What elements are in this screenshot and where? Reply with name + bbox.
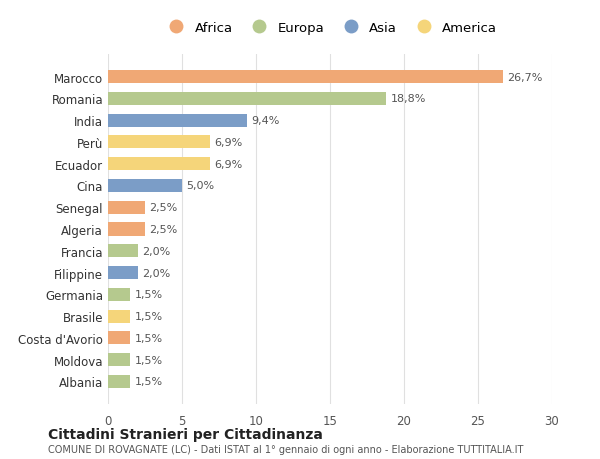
- Text: 6,9%: 6,9%: [215, 159, 243, 169]
- Bar: [108, 201, 145, 214]
- Text: COMUNE DI ROVAGNATE (LC) - Dati ISTAT al 1° gennaio di ogni anno - Elaborazione : COMUNE DI ROVAGNATE (LC) - Dati ISTAT al…: [48, 444, 523, 454]
- Text: 2,0%: 2,0%: [142, 268, 170, 278]
- Bar: [108, 158, 210, 171]
- Text: 18,8%: 18,8%: [391, 94, 426, 104]
- Text: 6,9%: 6,9%: [215, 138, 243, 148]
- Bar: [108, 375, 130, 388]
- Bar: [108, 114, 247, 128]
- Bar: [108, 331, 130, 345]
- Text: 5,0%: 5,0%: [187, 181, 215, 191]
- Text: 2,0%: 2,0%: [142, 246, 170, 256]
- Bar: [108, 223, 145, 236]
- Text: Cittadini Stranieri per Cittadinanza: Cittadini Stranieri per Cittadinanza: [48, 427, 323, 441]
- Text: 2,5%: 2,5%: [149, 203, 178, 213]
- Bar: [108, 288, 130, 301]
- Bar: [108, 179, 182, 193]
- Text: 2,5%: 2,5%: [149, 224, 178, 235]
- Bar: [108, 353, 130, 366]
- Text: 1,5%: 1,5%: [134, 376, 163, 386]
- Text: 26,7%: 26,7%: [508, 73, 543, 83]
- Bar: [108, 93, 386, 106]
- Bar: [108, 71, 503, 84]
- Bar: [108, 266, 137, 280]
- Legend: Africa, Europa, Asia, America: Africa, Europa, Asia, America: [158, 17, 502, 40]
- Bar: [108, 245, 137, 258]
- Text: 1,5%: 1,5%: [134, 333, 163, 343]
- Bar: [108, 136, 210, 149]
- Bar: [108, 310, 130, 323]
- Text: 1,5%: 1,5%: [134, 311, 163, 321]
- Text: 1,5%: 1,5%: [134, 355, 163, 365]
- Text: 9,4%: 9,4%: [251, 116, 280, 126]
- Text: 1,5%: 1,5%: [134, 290, 163, 300]
